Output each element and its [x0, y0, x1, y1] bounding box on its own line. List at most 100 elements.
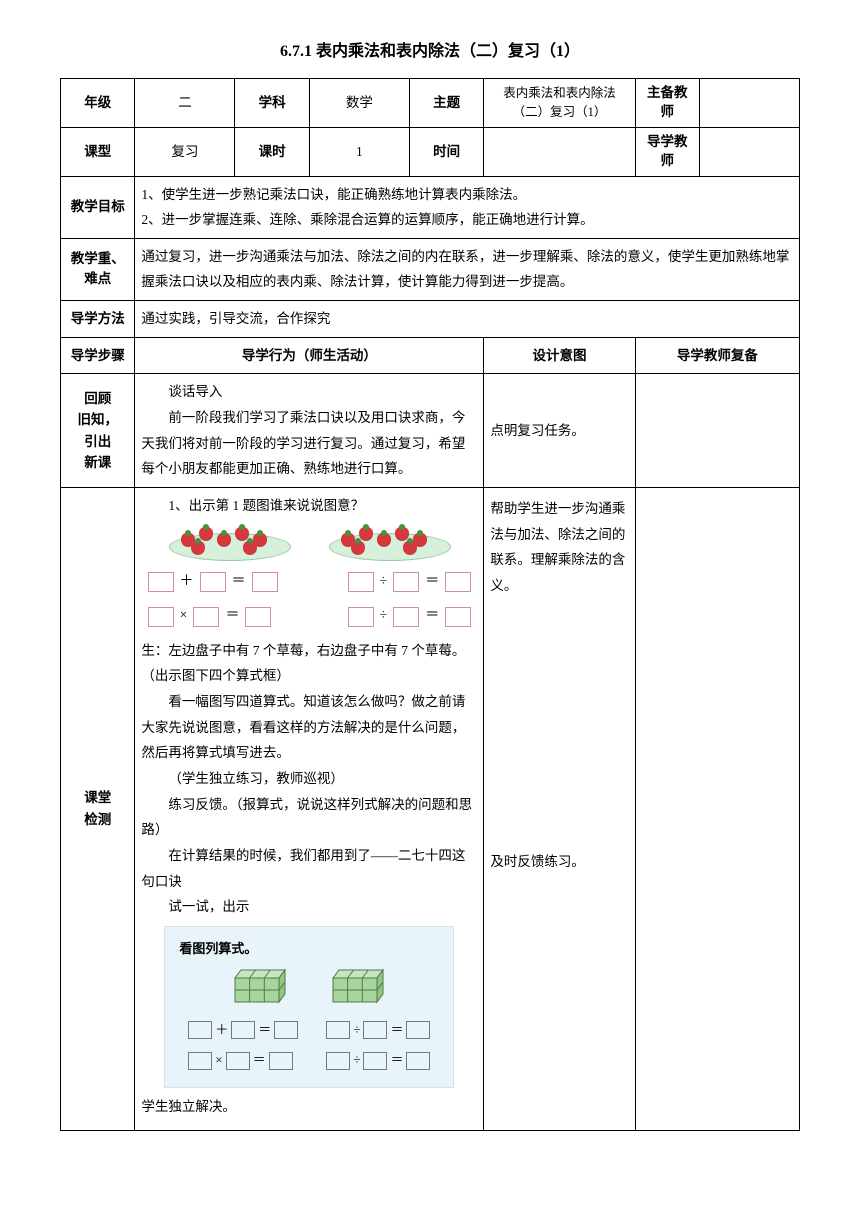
divide-icon: ÷ [353, 1018, 360, 1043]
cuboid-icon [327, 968, 389, 1006]
blank-box-icon [393, 572, 419, 592]
strawberry-icon [351, 541, 365, 555]
intent-spacer [490, 599, 628, 849]
blank-box-icon [269, 1052, 293, 1070]
equals-icon: ＝ [390, 1018, 403, 1043]
label-activities: 导学行为（师生活动） [135, 337, 484, 374]
label-classtest: 课堂 检测 [61, 487, 135, 1130]
blank-box-icon [393, 607, 419, 627]
classtest-s3: （学生独立练习，教师巡视） [141, 766, 477, 792]
lesson-plan-table: 年级 二 学科 数学 主题 表内乘法和表内除法（二）复习（1） 主备教师 课型 … [60, 78, 800, 1131]
review-content: 谈话导入 前一阶段我们学习了乘法口诀以及用口诀求商，今天我们将对前一阶段的学习进… [135, 374, 484, 488]
label-guide-teacher: 导学教师 [635, 127, 699, 176]
value-subject: 数学 [309, 79, 409, 128]
label-period: 课时 [235, 127, 309, 176]
blank-box-icon [188, 1052, 212, 1070]
eq-col-right-2: ÷＝ ÷＝ [326, 1018, 430, 1073]
blank-box-icon [252, 572, 278, 592]
review-l4: 新课 [67, 452, 128, 474]
intent-1: 帮助学生进一步沟通乘法与加法、除法之间的联系。理解乘除法的含义。 [490, 496, 628, 599]
row-keypoints: 教学重、难点 通过复习，进一步沟通乘法与加法、除法之间的内在联系，进一步理解乘、… [61, 238, 800, 300]
eq-col-right: ÷ ＝ ÷ ＝ [348, 569, 472, 630]
plate-right [329, 523, 449, 561]
cuboid-icon [229, 968, 291, 1006]
classtest-l2: 检测 [67, 809, 128, 831]
blank-box-icon [226, 1052, 250, 1070]
row-review: 回顾 旧知， 引出 新课 谈话导入 前一阶段我们学习了乘法口诀以及用口诀求商，今… [61, 374, 800, 488]
blank-box-icon [445, 572, 471, 592]
blank-box-icon [406, 1052, 430, 1070]
review-p2: 前一阶段我们学习了乘法口诀以及用口诀求商，今天我们将对前一阶段的学习进行复习。通… [141, 405, 477, 482]
label-teacher-notes: 导学教师复备 [635, 337, 799, 374]
blank-box-icon [326, 1021, 350, 1039]
label-keypoints: 教学重、难点 [61, 238, 135, 300]
label-steps: 导学步骤 [61, 337, 135, 374]
classtest-s5: 在计算结果的时候，我们都用到了——二七十四这句口诀 [141, 843, 477, 894]
blank-box-icon [348, 607, 374, 627]
eq2-div-2: ÷＝ [326, 1048, 430, 1073]
plus-icon: ＋ [215, 1018, 228, 1043]
strawberry-icon [191, 541, 205, 555]
eq-plus: ＋ ＝ [148, 569, 278, 596]
label-main-teacher: 主备教师 [635, 79, 699, 128]
review-l2: 旧知， [67, 409, 128, 431]
blank-box-icon [148, 572, 174, 592]
classtest-intent: 帮助学生进一步沟通乘法与加法、除法之间的联系。理解乘除法的含义。 及时反馈练习。 [484, 487, 635, 1130]
strawberry-icon [199, 527, 213, 541]
classtest-content: 1、出示第 1 题图谁来说说图意？ [135, 487, 484, 1130]
eq-col-left: ＋ ＝ × ＝ [148, 569, 278, 630]
header-row-2: 课型 复习 课时 1 时间 导学教师 [61, 127, 800, 176]
label-goals: 教学目标 [61, 176, 135, 238]
eq-col-left-2: ＋＝ ×＝ [188, 1018, 298, 1073]
label-method: 导学方法 [61, 301, 135, 338]
blank-box-icon [363, 1052, 387, 1070]
blank-box-icon [326, 1052, 350, 1070]
value-goals: 1、使学生进一步熟记乘法口诀，能正确熟练地计算表内乘除法。 2、进一步掌握连乘、… [135, 176, 800, 238]
eq2-plus: ＋＝ [188, 1018, 298, 1043]
blank-box-icon [245, 607, 271, 627]
equals-icon: ＝ [258, 1018, 271, 1043]
value-grade: 二 [135, 79, 235, 128]
strawberry-figure [141, 523, 477, 561]
divide-icon: ÷ [380, 569, 388, 596]
strawberry-icon [217, 533, 231, 547]
cuboid-figure [179, 968, 439, 1006]
goals-line1: 1、使学生进一步熟记乘法口诀，能正确熟练地计算表内乘除法。 [141, 182, 793, 208]
strawberry-icon [377, 533, 391, 547]
classtest-s7: 学生独立解决。 [141, 1094, 477, 1120]
row-method: 导学方法 通过实践，引导交流，合作探究 [61, 301, 800, 338]
review-l1: 回顾 [67, 388, 128, 410]
equation-grid-2: ＋＝ ×＝ ÷＝ ÷＝ [179, 1018, 439, 1073]
blank-box-icon [363, 1021, 387, 1039]
equation-grid-1: ＋ ＝ × ＝ [141, 569, 477, 630]
eq-times: × ＝ [148, 603, 278, 630]
blank-box-icon [200, 572, 226, 592]
row-step-header: 导学步骤 导学行为（师生活动） 设计意图 导学教师复备 [61, 337, 800, 374]
times-icon: × [215, 1048, 222, 1073]
label-time: 时间 [409, 127, 483, 176]
label-subject: 学科 [235, 79, 309, 128]
plate-left [169, 523, 289, 561]
label-type: 课型 [61, 127, 135, 176]
classtest-q1: 1、出示第 1 题图谁来说说图意？ [141, 493, 477, 519]
review-intent: 点明复习任务。 [484, 374, 635, 488]
value-guide-teacher [699, 127, 799, 176]
classtest-notes [635, 487, 799, 1130]
value-keypoints: 通过复习，进一步沟通乘法与加法、除法之间的内在联系，进一步理解乘、除法的意义，使… [135, 238, 800, 300]
review-l3: 引出 [67, 431, 128, 453]
blank-box-icon [193, 607, 219, 627]
document-title: 6.7.1 表内乘法和表内除法（二）复习（1） [60, 40, 800, 64]
blank-box-icon [406, 1021, 430, 1039]
strawberry-icon [243, 541, 257, 555]
divide-icon: ÷ [353, 1048, 360, 1073]
equals-icon: ＝ [253, 1048, 266, 1073]
value-period: 1 [309, 127, 409, 176]
review-p1: 谈话导入 [141, 379, 477, 405]
blank-box-icon [148, 607, 174, 627]
row-classtest: 课堂 检测 1、出示第 1 题图谁来说说图意？ [61, 487, 800, 1130]
equals-icon: ＝ [225, 603, 239, 630]
value-method: 通过实践，引导交流，合作探究 [135, 301, 800, 338]
blank-box-icon [231, 1021, 255, 1039]
blank-box-icon [274, 1021, 298, 1039]
eq2-div-1: ÷＝ [326, 1018, 430, 1043]
